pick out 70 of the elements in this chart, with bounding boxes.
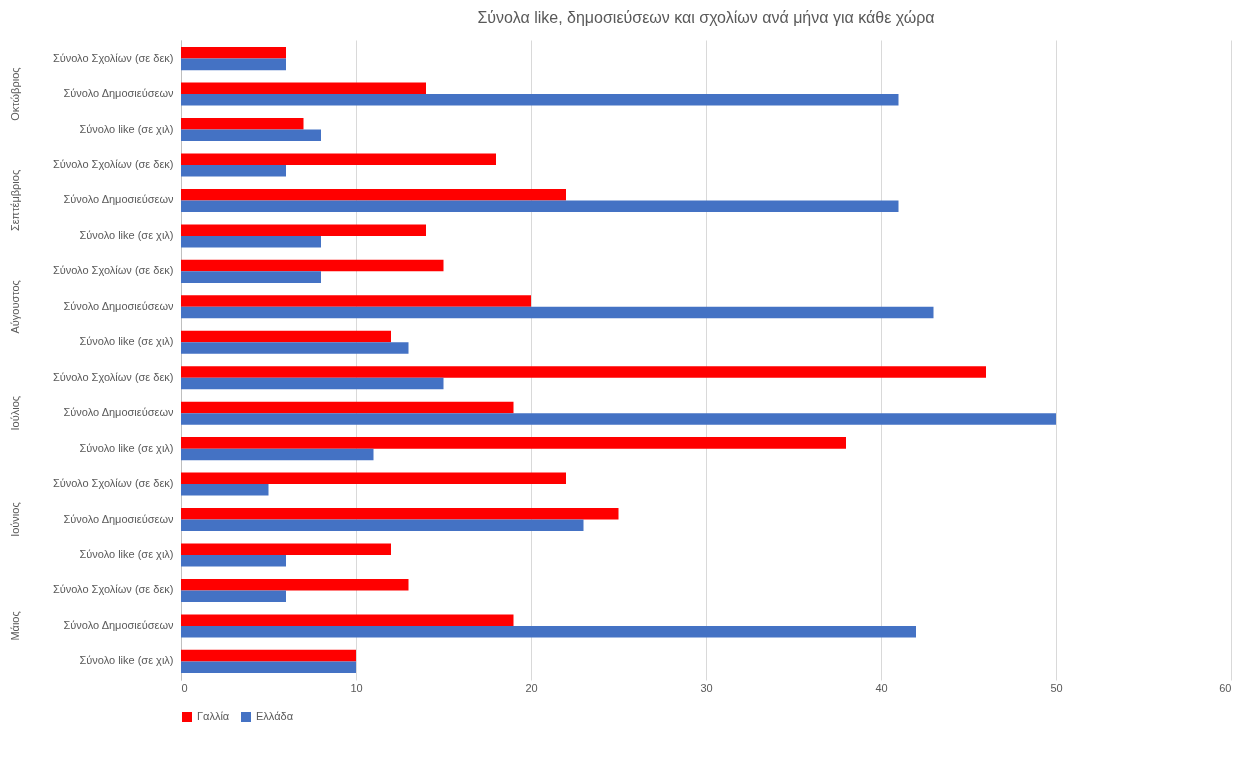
bar xyxy=(181,235,321,248)
bar xyxy=(181,82,426,95)
bar xyxy=(181,543,391,556)
bar xyxy=(181,188,566,201)
text: Ιούνιος xyxy=(9,502,21,537)
bar xyxy=(181,224,426,236)
y-tick-label: Σύνολο Δημοσιεύσεων xyxy=(63,87,174,100)
bar xyxy=(181,153,496,165)
bar xyxy=(181,448,374,461)
bar xyxy=(181,614,514,626)
bar xyxy=(181,200,899,212)
bar xyxy=(181,306,934,319)
bar xyxy=(181,118,304,130)
y-tick-label: Σύνολο Δημοσιεύσεων xyxy=(63,512,174,525)
y-tick-label: Σύνολο Σχολίων (σε δεκ) xyxy=(52,51,174,64)
y-tick-label: Σύνολο like (σε χιλ) xyxy=(79,548,174,561)
text: Ιούλιος xyxy=(9,395,21,431)
legend-label: Ελλάδα xyxy=(256,710,294,722)
y-tick-label: Σύνολο Σχολίων (σε δεκ) xyxy=(52,264,174,277)
y-tick-label: Σύνολο Δημοσιεύσεων xyxy=(63,299,174,312)
bar xyxy=(181,47,286,59)
bar xyxy=(181,295,531,307)
x-tick-label: 50 xyxy=(1050,681,1063,694)
text: Αύγουστος xyxy=(9,280,21,334)
bar xyxy=(181,508,619,520)
bar xyxy=(181,625,916,638)
x-tick-label: 10 xyxy=(350,681,363,694)
bar xyxy=(181,94,899,106)
bar xyxy=(181,366,986,378)
bar xyxy=(181,578,409,591)
bar xyxy=(181,555,286,567)
bar xyxy=(181,129,321,142)
y-tick-label: Σύνολο Δημοσιεύσεων xyxy=(63,618,174,631)
bar xyxy=(181,590,286,602)
y-tick-label: Σύνολο Σχολίων (σε δεκ) xyxy=(52,477,174,490)
bar xyxy=(181,437,846,449)
y-tick-label: Σύνολο like (σε χιλ) xyxy=(79,122,174,135)
y-tick-label: Σύνολο Δημοσιεύσεων xyxy=(63,193,174,206)
y-tick-label: Σύνολο like (σε χιλ) xyxy=(79,654,174,667)
bar xyxy=(181,377,444,390)
y-tick-label: Σύνολο Σχολίων (σε δεκ) xyxy=(52,583,174,596)
x-tick-label: 20 xyxy=(525,681,538,694)
x-tick-label: 0 xyxy=(181,681,188,694)
y-tick-label: Σύνολο Δημοσιεύσεων xyxy=(63,406,174,419)
bar xyxy=(181,649,356,662)
bar xyxy=(181,58,286,71)
bar xyxy=(181,519,584,532)
text: Μάιος xyxy=(9,611,21,641)
bar xyxy=(181,413,1056,425)
bar xyxy=(181,342,409,354)
x-tick-label: 60 xyxy=(1219,681,1232,694)
bar xyxy=(181,472,566,485)
bar xyxy=(181,484,269,496)
bar xyxy=(181,259,444,272)
bar xyxy=(181,164,286,177)
bar xyxy=(181,661,356,673)
bar xyxy=(181,271,321,283)
x-tick-label: 40 xyxy=(875,681,888,694)
text: Σεπτέμβριος xyxy=(9,169,21,232)
y-tick-label: Σύνολο like (σε χιλ) xyxy=(79,441,174,454)
y-tick-label: Σύνολο Σχολίων (σε δεκ) xyxy=(52,157,174,170)
bar xyxy=(181,401,514,414)
chart-title: Σύνολα like, δημοσιεύσεων και σχολίων ανά μήνα για κάθε χώρα xyxy=(477,9,935,26)
x-tick-label: 30 xyxy=(700,681,713,694)
text: Οκτώβριος xyxy=(9,67,21,121)
bar xyxy=(181,330,391,343)
y-tick-label: Σύνολο like (σε χιλ) xyxy=(79,335,174,348)
legend-label: Γαλλία xyxy=(197,710,230,722)
y-tick-label: Σύνολο like (σε χιλ) xyxy=(79,228,174,241)
y-tick-label: Σύνολο Σχολίων (σε δεκ) xyxy=(52,370,174,383)
